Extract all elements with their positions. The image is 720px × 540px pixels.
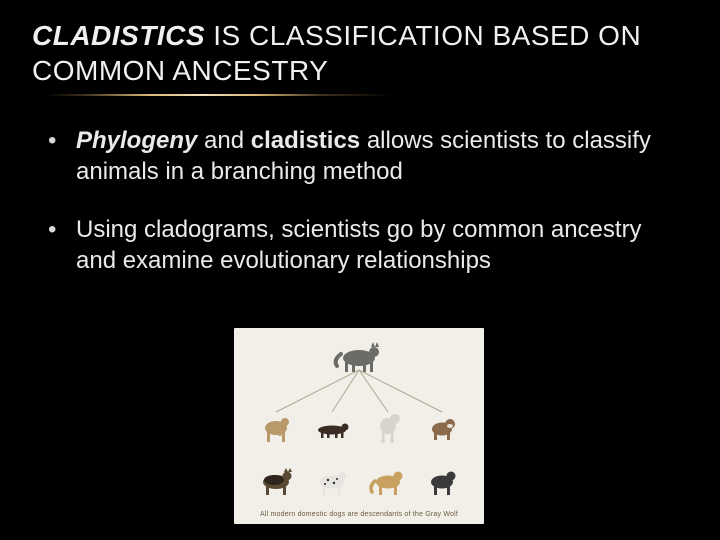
slide: CLADISTICS IS CLASSIFICATION BASED ON CO…: [0, 0, 720, 540]
bullet-2: Using cladograms, scientists go by commo…: [40, 215, 688, 276]
bullet-1: Phylogeny and cladistics allows scientis…: [40, 126, 688, 187]
title-emphasis: CLADISTICS: [32, 20, 205, 51]
wolf-icon: [336, 342, 379, 372]
bullet-1-cladistics: cladistics: [251, 127, 360, 154]
poodle-icon: [380, 414, 400, 443]
retriever-icon: [371, 472, 403, 496]
slide-title: CLADISTICS IS CLASSIFICATION BASED ON CO…: [32, 18, 688, 88]
bullet-list: Phylogeny and cladistics allows scientis…: [32, 126, 688, 277]
bullet-1-phylogeny: Phylogeny: [76, 127, 197, 154]
afghan-icon: [265, 418, 289, 442]
dalmatian-icon: [320, 472, 346, 495]
cladogram-svg: [234, 328, 484, 524]
row1-dogs: [265, 414, 455, 443]
title-divider: [32, 94, 688, 96]
shepherd-icon: [263, 468, 292, 495]
row2-dogs: [263, 468, 456, 495]
bullet-2-text: Using cladograms, scientists go by commo…: [76, 216, 642, 274]
bullet-1-and: and: [197, 127, 250, 154]
dog-cladogram-figure: All modern domestic dogs are descendants…: [234, 328, 484, 524]
terrier-icon: [431, 472, 456, 496]
bulldog-icon: [432, 419, 455, 440]
dachshund-icon: [318, 424, 349, 439]
branch-lines: [276, 370, 442, 412]
figure-caption: All modern domestic dogs are descendants…: [234, 511, 484, 518]
